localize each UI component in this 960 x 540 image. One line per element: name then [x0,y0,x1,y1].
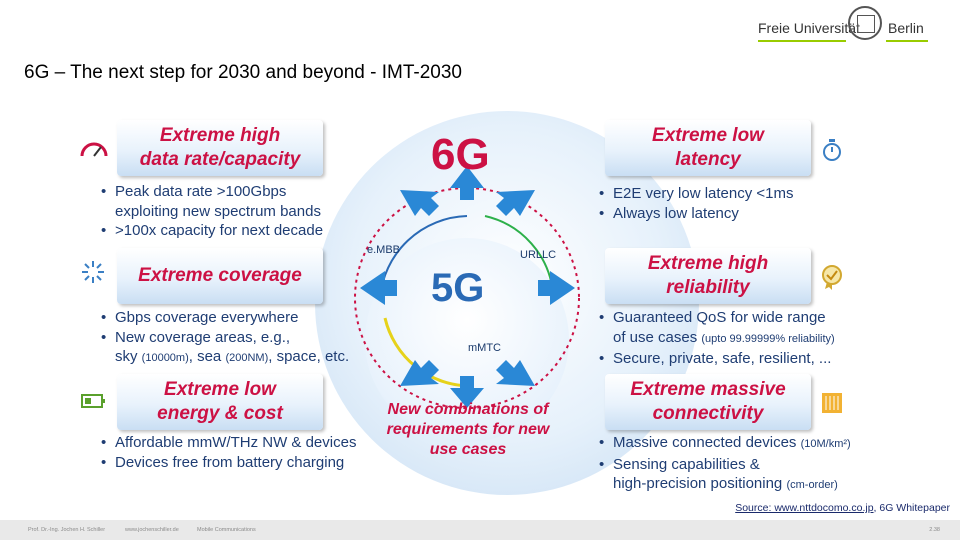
university-logo: Freie Universität Berlin [758,6,930,42]
footer-course: Mobile Communications [197,527,256,533]
footer-author: Prof. Dr.-Ing. Jochen H. Schiller [28,527,106,533]
bullets-coverage: Gbps coverage everywhere New coverage ar… [101,308,349,369]
box-connectivity: Extreme massive connectivity [605,374,811,430]
new-combinations-text: New combinations of requirements for new… [386,401,550,458]
label-mmtc: mMTC [468,342,501,354]
bullets-energy: Affordable mmW/THz NW & devices Devices … [101,433,356,472]
box-latency: Extreme low latency [605,120,811,176]
footer-page: 2.38 [929,527,940,533]
bullets-data-rate: Peak data rate >100Gbps exploiting new s… [101,182,323,241]
label-embb: e.MBB [367,244,401,256]
logo-text-left: Freie Universität [758,20,860,36]
6g-diagram: 6G 5G e.MBB URLLC mMTC New combinations … [75,108,865,503]
label-urllc: URLLC [520,249,557,261]
source-citation: Source: www.nttdocomo.co.jp, 6G Whitepap… [735,502,950,514]
box-reliability: Extreme high reliability [605,248,811,304]
box-coverage: Extreme coverage [117,248,323,304]
connectivity-grid-icon [822,393,842,413]
bullets-latency: E2E very low latency <1ms Always low lat… [599,184,794,223]
slide-title: 6G – The next step for 2030 and beyond -… [24,62,462,83]
footer-site: www.jochenschiller.de [125,527,179,533]
bullets-reliability: Guaranteed QoS for wide range of use cas… [599,308,835,369]
coverage-burst-icon [82,261,104,283]
seal-icon [848,6,882,40]
ring-svg [354,166,580,409]
stopwatch-icon [823,139,841,161]
box-energy: Extreme low energy & cost [117,374,323,430]
box-data-rate: Extreme high data rate/capacity [117,120,323,176]
badge-check-icon [822,265,842,290]
label-5g: 5G [431,266,485,310]
logo-text-right: Berlin [888,20,924,36]
bullets-connectivity: Massive connected devices (10M/km²) Sens… [599,433,851,496]
battery-icon [81,394,105,408]
gauge-icon [80,142,108,157]
source-link[interactable]: Source: www.nttdocomo.co.jp [735,502,874,514]
label-6g: 6G [431,130,490,179]
footer-bar [0,520,960,540]
